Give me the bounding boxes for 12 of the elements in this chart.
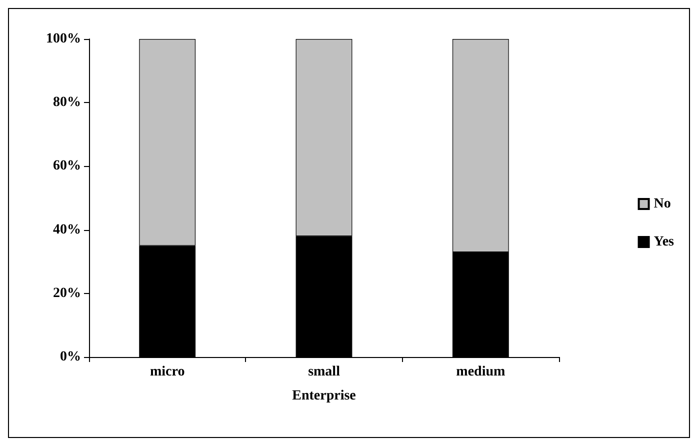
y-tick-label: 20%	[53, 286, 81, 301]
legend-label: Yes	[654, 234, 675, 250]
legend-label: No	[654, 196, 671, 212]
y-tick-label: 0%	[60, 350, 81, 364]
x-tick-label: medium	[456, 364, 506, 380]
x-tick-label: micro	[150, 364, 185, 380]
y-tick-label: 60%	[53, 158, 81, 174]
x-axis-title: Enterprise	[292, 388, 356, 404]
y-tick-label: 100%	[46, 32, 81, 46]
y-tick-label: 40%	[53, 222, 81, 238]
y-tick-label: 80%	[53, 95, 81, 110]
x-tick-label: small	[308, 364, 340, 380]
